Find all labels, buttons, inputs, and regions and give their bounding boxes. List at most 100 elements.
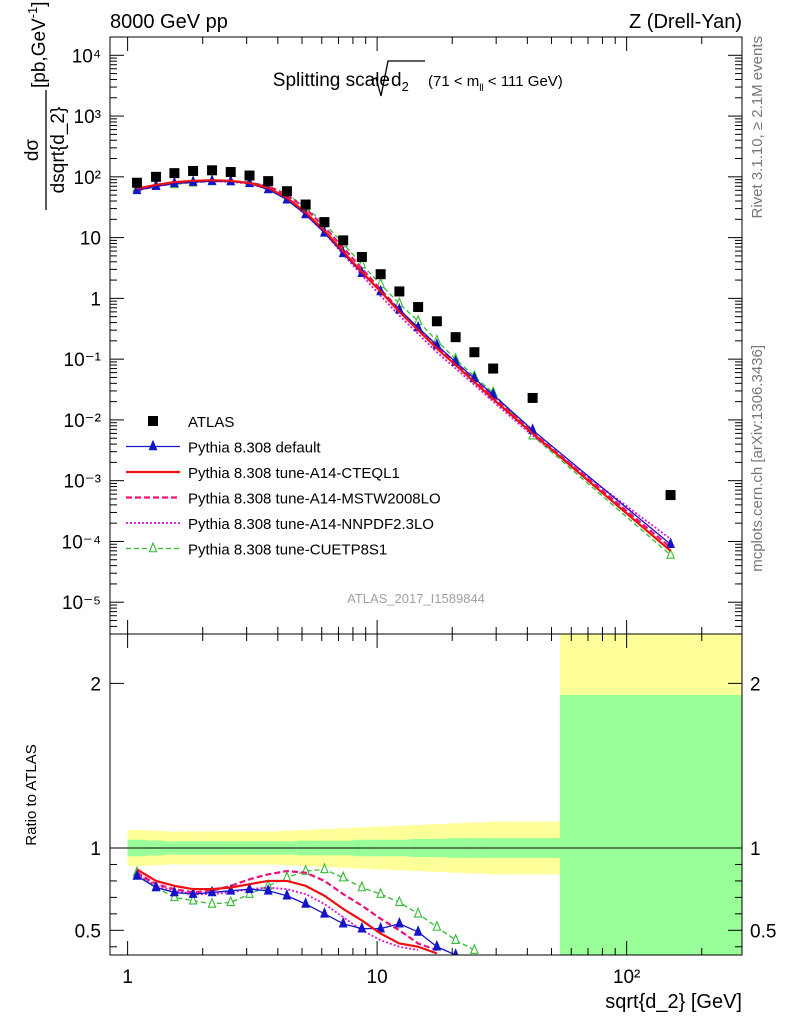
y-tick-label-top: 10 bbox=[80, 229, 101, 250]
ratio-series-line bbox=[136, 868, 475, 951]
legend-label: Pythia 8.308 tune-A14-CTEQL1 bbox=[188, 465, 400, 482]
axis-tick-labels: 1 10 10² 10⁻⁵ 10⁻⁴ 10⁻³ 10⁻² 10⁻¹ 1 10 10² 10³ 10⁴ 0.… bbox=[62, 46, 777, 988]
y-tick-label-bottom: 1 bbox=[90, 839, 101, 860]
ratio-series-marker bbox=[226, 883, 236, 895]
legend-marker bbox=[148, 439, 158, 451]
y-tick-label-top: 10⁻³ bbox=[64, 472, 102, 493]
y-tick-label-top: 10⁻² bbox=[64, 411, 102, 432]
side-label-bottom: mcplots.cern.ch [arXiv:1306.3436] bbox=[749, 345, 766, 572]
header-right: Z (Drell-Yan) bbox=[629, 11, 742, 33]
legend-label: Pythia 8.308 tune-A14-MSTW2008LO bbox=[188, 491, 441, 508]
ratio-series-marker bbox=[188, 887, 198, 898]
y-tick-label-top: 10⁻⁵ bbox=[62, 593, 101, 614]
ratio-series-marker bbox=[169, 890, 179, 902]
ratio-series-marker bbox=[320, 862, 329, 874]
atlas-point bbox=[225, 167, 236, 178]
plot-title-d-index: 2 bbox=[402, 79, 409, 94]
ratio-series-marker bbox=[413, 925, 423, 936]
atlas-point bbox=[394, 286, 405, 297]
atlas-point bbox=[281, 186, 292, 197]
atlas-point bbox=[450, 332, 461, 343]
plot-title-sub: (71 < m bbox=[428, 73, 479, 90]
atlas-point bbox=[131, 177, 142, 188]
y-tick-label-bottom-right: 1 bbox=[750, 839, 761, 860]
ratio-series-line bbox=[136, 869, 438, 952]
y-tick-label-bottom: 0.5 bbox=[75, 921, 101, 942]
ratio-bands bbox=[110, 634, 742, 955]
top-series-marker bbox=[666, 548, 675, 559]
top-series-line bbox=[136, 179, 672, 552]
legend-label: Pythia 8.308 tune-CUETP8S1 bbox=[188, 542, 387, 559]
watermark: ATLAS_2017_I1589844 bbox=[347, 591, 485, 606]
ratio-series-marker bbox=[376, 887, 386, 898]
legend-label: Pythia 8.308 default bbox=[188, 440, 321, 457]
band-inner-segment bbox=[559, 694, 742, 955]
ratio-series-line bbox=[136, 868, 438, 955]
x-tick-label: 10² bbox=[613, 967, 640, 988]
ratio-series-marker bbox=[263, 883, 273, 895]
ratio-series-marker bbox=[432, 920, 442, 931]
atlas-point bbox=[527, 392, 538, 403]
ratio-series-marker bbox=[245, 882, 254, 893]
y-axis-label-bottom: Ratio to ATLAS bbox=[23, 744, 40, 845]
plot-title-sub-index: ll bbox=[479, 83, 483, 94]
ratio-series-marker bbox=[432, 939, 442, 951]
y-tick-label-bottom: 2 bbox=[90, 674, 101, 695]
legend: ATLAS Pythia 8.308 default Pythia 8.308 tu… bbox=[126, 414, 441, 559]
ratio-series-marker bbox=[282, 870, 292, 882]
header-left: 8000 GeV pp bbox=[110, 11, 228, 33]
ratio-series-line bbox=[136, 873, 419, 951]
y-tick-label-top: 10³ bbox=[74, 107, 101, 128]
ratio-series-marker bbox=[151, 880, 161, 892]
axis-ticks bbox=[110, 36, 742, 955]
ratio-series-marker bbox=[469, 943, 479, 954]
ratio-series-marker bbox=[282, 888, 292, 900]
ratio-series-marker bbox=[301, 897, 311, 908]
ratio-series-marker bbox=[357, 880, 367, 892]
ratio-series-marker bbox=[357, 921, 367, 933]
y-tick-label-top: 10² bbox=[74, 168, 101, 189]
svg-text:d2: d2 bbox=[391, 70, 409, 94]
svg-text:(71 < mll < 111 GeV): (71 < mll < 111 GeV) bbox=[428, 73, 563, 94]
ratio-series-marker bbox=[245, 887, 254, 898]
sqrt-symbol bbox=[370, 60, 425, 97]
y-tick-label-top: 1 bbox=[90, 289, 101, 310]
y-tick-label-top: 10⁻⁴ bbox=[62, 532, 101, 553]
atlas-point bbox=[319, 217, 330, 228]
x-tick-label: 1 bbox=[122, 967, 133, 988]
atlas-point bbox=[300, 199, 311, 210]
x-axis-label: sqrt{d_2} [GeV] bbox=[605, 991, 742, 1013]
legend-atlas-marker bbox=[148, 416, 158, 426]
atlas-point bbox=[338, 235, 349, 246]
ratio-series-marker bbox=[413, 907, 423, 918]
atlas-point bbox=[244, 170, 255, 181]
plot-title-sub-end: < 111 GeV) bbox=[484, 73, 563, 90]
atlas-point bbox=[356, 251, 367, 262]
atlas-point bbox=[488, 363, 499, 374]
atlas-point bbox=[263, 176, 274, 187]
y-tick-label-bottom-right: 0.5 bbox=[750, 921, 776, 942]
bottom-panel-series bbox=[132, 862, 479, 955]
ratio-series-marker bbox=[376, 921, 386, 933]
atlas-point bbox=[469, 347, 480, 358]
atlas-point bbox=[413, 302, 424, 313]
atlas-point bbox=[375, 269, 386, 280]
ratio-series-marker bbox=[169, 885, 179, 897]
legend-label: Pythia 8.308 tune-A14-NNPDF2.3LO bbox=[188, 516, 434, 533]
bottom-panel-frame bbox=[109, 633, 743, 956]
top-series-marker bbox=[666, 537, 675, 549]
y-tick-label-top: 10⁻¹ bbox=[64, 350, 102, 371]
top-series-line bbox=[136, 180, 672, 540]
ylabel-top-den: dsqrt{d_2} bbox=[48, 107, 69, 194]
ratio-series-marker bbox=[132, 869, 142, 880]
svg-text:Splitting scale: Splitting scale bbox=[273, 70, 390, 91]
ylabel-top-unit: [pb,GeV bbox=[29, 18, 50, 88]
svg-text:[pb,GeV-1]: [pb,GeV-1] bbox=[25, 1, 50, 88]
legend-marker bbox=[148, 541, 158, 553]
ratio-series-marker bbox=[394, 895, 404, 907]
y-tick-label-top: 10⁴ bbox=[72, 46, 101, 67]
plot-title: Splitting scale d2 (71 < mll < 111 GeV) bbox=[273, 60, 563, 97]
ratio-series-marker bbox=[451, 933, 461, 944]
ratio-series-marker bbox=[188, 893, 198, 905]
